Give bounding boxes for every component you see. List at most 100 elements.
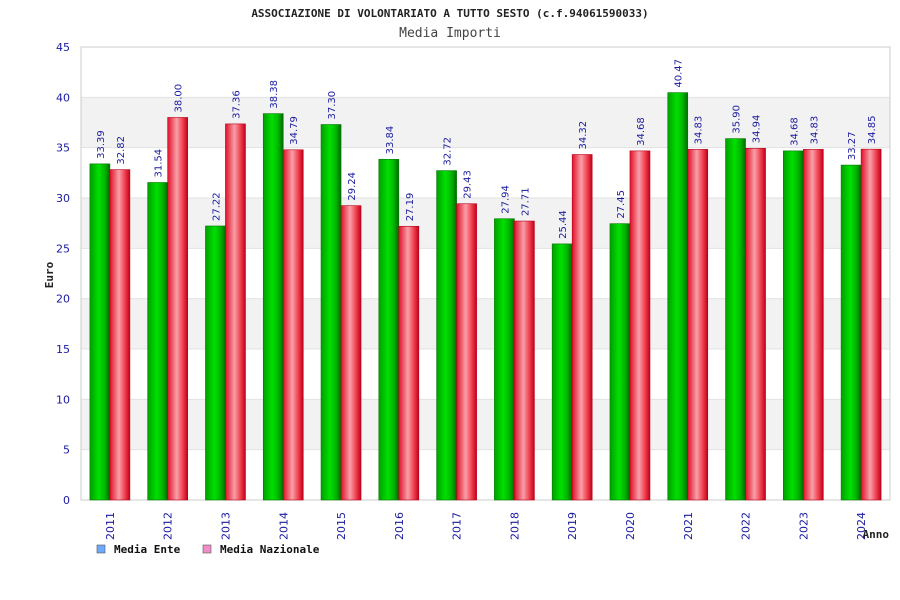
grid-band bbox=[81, 97, 890, 148]
value-label: 38.00 bbox=[174, 84, 185, 113]
y-tick-label: 35 bbox=[56, 142, 70, 155]
legend-label: Media Nazionale bbox=[220, 543, 320, 556]
value-label: 34.94 bbox=[752, 115, 763, 144]
x-axis-ticks: 2011 2012 2013 2014 2015 2016 2017 2018 2019 2020… bbox=[104, 512, 868, 540]
bar-media-nazionale bbox=[398, 225, 420, 501]
x-tick-label: 2013 bbox=[219, 512, 232, 540]
value-label: 34.68 bbox=[636, 117, 647, 146]
value-label: 27.22 bbox=[211, 192, 222, 221]
bar-media-ente bbox=[89, 163, 111, 501]
x-tick-label: 2015 bbox=[335, 512, 348, 540]
value-label: 32.72 bbox=[443, 137, 454, 166]
bars bbox=[89, 92, 882, 501]
value-label: 40.47 bbox=[674, 59, 685, 88]
value-label: 29.43 bbox=[463, 170, 474, 199]
bar-media-nazionale bbox=[456, 203, 477, 501]
bar-media-ente bbox=[667, 92, 689, 501]
legend: Media Ente Media Nazionale bbox=[96, 543, 320, 556]
bar-media-nazionale bbox=[629, 150, 651, 501]
value-label: 33.84 bbox=[385, 126, 396, 155]
x-tick-label: 2011 bbox=[104, 512, 117, 540]
x-tick-label: 2022 bbox=[740, 512, 753, 540]
bar-media-nazionale bbox=[225, 123, 246, 501]
value-label: 33.27 bbox=[847, 131, 858, 160]
value-label: 34.79 bbox=[289, 116, 300, 145]
value-label: 33.39 bbox=[96, 130, 107, 159]
value-label: 29.24 bbox=[347, 172, 358, 201]
chart-subtitle: Media Importi bbox=[399, 26, 501, 41]
value-label: 38.38 bbox=[269, 80, 280, 109]
y-tick-label: 25 bbox=[56, 242, 70, 255]
chart-title: ASSOCIAZIONE DI VOLONTARIATO A TUTTO SES… bbox=[251, 7, 648, 20]
bar-media-nazionale bbox=[803, 149, 824, 501]
value-label: 35.90 bbox=[732, 105, 743, 134]
y-tick-label: 40 bbox=[56, 91, 70, 104]
plot-frame bbox=[80, 46, 891, 501]
bar-media-ente bbox=[840, 164, 862, 501]
value-label: 25.44 bbox=[558, 210, 569, 239]
x-tick-label: 2023 bbox=[797, 512, 810, 540]
bar-media-nazionale bbox=[860, 148, 882, 501]
bar-media-ente bbox=[551, 243, 573, 501]
x-tick-label: 2021 bbox=[682, 512, 695, 540]
x-tick-label: 2014 bbox=[277, 512, 290, 540]
y-tick-label: 45 bbox=[56, 41, 70, 54]
x-tick-label: 2019 bbox=[566, 512, 579, 540]
value-label: 34.32 bbox=[578, 121, 589, 150]
value-label: 32.82 bbox=[116, 136, 127, 165]
legend-swatch bbox=[202, 544, 212, 554]
value-label: 34.83 bbox=[809, 116, 820, 145]
grid-band bbox=[81, 298, 890, 349]
legend-label: Media Ente bbox=[114, 543, 181, 556]
bar-media-nazionale bbox=[687, 149, 709, 501]
bar-media-nazionale bbox=[167, 117, 188, 501]
value-label: 34.85 bbox=[867, 116, 878, 145]
legend-swatch bbox=[96, 544, 106, 554]
bar-media-nazionale bbox=[571, 154, 593, 501]
grid-band bbox=[81, 198, 890, 249]
x-tick-label: 2017 bbox=[451, 512, 464, 540]
bar-media-ente bbox=[494, 218, 515, 501]
bar-media-nazionale bbox=[340, 205, 362, 501]
bar-media-ente bbox=[725, 138, 746, 501]
y-tick-label: 5 bbox=[63, 444, 70, 457]
bar-media-ente bbox=[205, 225, 226, 501]
value-label: 31.54 bbox=[154, 149, 165, 178]
grid-band bbox=[81, 399, 890, 450]
value-label: 37.36 bbox=[231, 90, 242, 119]
bar-media-nazionale bbox=[514, 220, 535, 501]
y-tick-label: 0 bbox=[63, 494, 70, 507]
bar-media-ente bbox=[783, 150, 804, 501]
x-tick-label: 2012 bbox=[162, 512, 175, 540]
bar-media-nazionale bbox=[109, 169, 131, 501]
bar-media-nazionale bbox=[745, 147, 766, 501]
value-label: 37.30 bbox=[327, 91, 338, 120]
value-label: 34.68 bbox=[789, 117, 800, 146]
bar-media-nazionale bbox=[282, 149, 304, 501]
x-axis-title: Anno bbox=[863, 528, 890, 541]
bar-media-ente bbox=[436, 170, 457, 501]
y-tick-label: 20 bbox=[56, 293, 70, 306]
value-label: 27.45 bbox=[616, 190, 627, 219]
x-tick-label: 2018 bbox=[508, 512, 521, 540]
bar-media-ente bbox=[320, 124, 342, 501]
bar-media-ente bbox=[609, 223, 631, 501]
bar-media-ente bbox=[262, 113, 284, 501]
y-tick-label: 10 bbox=[56, 393, 70, 406]
y-tick-label: 30 bbox=[56, 192, 70, 205]
bar-media-ente bbox=[378, 159, 400, 501]
value-label: 27.94 bbox=[500, 185, 511, 214]
x-tick-label: 2016 bbox=[393, 512, 406, 540]
y-axis-ticks: 0 5 10 15 20 25 30 35 40 45 bbox=[56, 41, 70, 507]
value-label: 34.83 bbox=[694, 116, 705, 145]
y-tick-label: 15 bbox=[56, 343, 70, 356]
grid bbox=[80, 46, 891, 501]
x-tick-label: 2024 bbox=[855, 512, 868, 540]
y-axis-title: Euro bbox=[43, 261, 56, 288]
value-label: 27.71 bbox=[520, 187, 531, 216]
value-labels: 33.39 32.82 31.54 38.00 27.22 37.36 38.38 34.79… bbox=[96, 59, 878, 239]
value-label: 27.19 bbox=[405, 193, 416, 222]
x-tick-label: 2020 bbox=[624, 512, 637, 540]
bar-media-ente bbox=[147, 182, 168, 501]
